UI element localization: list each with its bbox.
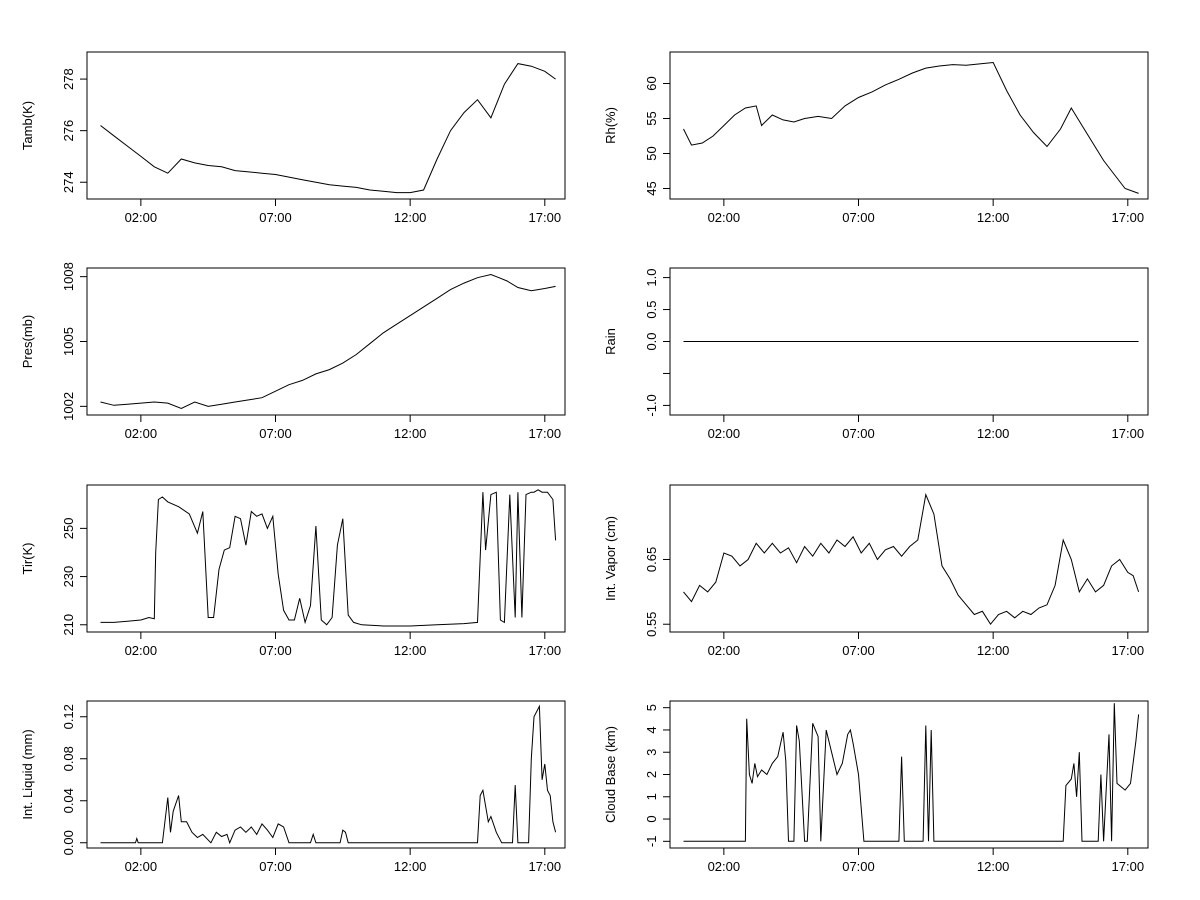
x-tick-label: 07:00 xyxy=(259,643,292,658)
x-tick-label: 17:00 xyxy=(529,643,562,658)
x-tick-label: 02:00 xyxy=(125,426,158,441)
chart-panel-7: 02:00 07:00 12:00 17:00 0.00 0.04 0.08 0.12 Int.… xyxy=(20,700,566,874)
y-tick-label: 0.0 xyxy=(644,332,659,350)
y-axis-label: Int. Vapor (cm) xyxy=(603,516,618,601)
y-tick-label: 1008 xyxy=(61,262,76,291)
y-tick-label: 1.0 xyxy=(644,269,659,287)
series-line xyxy=(683,492,1140,626)
x-tick-label: 17:00 xyxy=(529,859,562,874)
y-tick-label: 250 xyxy=(61,518,76,540)
plot-frame xyxy=(86,267,566,416)
y-tick-label: 1 xyxy=(644,793,659,800)
x-tick-label: 17:00 xyxy=(529,210,562,225)
y-tick-label: 0.5 xyxy=(644,301,659,319)
x-tick-label: 17:00 xyxy=(529,426,562,441)
x-tick-label: 17:00 xyxy=(1112,426,1145,441)
y-tick-label: 230 xyxy=(61,566,76,588)
x-tick-label: 12:00 xyxy=(977,426,1010,441)
y-axis-label: Rh(%) xyxy=(603,107,618,144)
y-tick-label: 210 xyxy=(61,614,76,636)
y-tick-label: 274 xyxy=(61,171,76,193)
plot-frame xyxy=(86,51,566,200)
y-tick-label: 0.04 xyxy=(61,788,76,813)
chart-panel-2: 02:00 07:00 12:00 17:00 45 50 55 60 Rh(%) xyxy=(603,51,1149,225)
y-tick-label: 0.12 xyxy=(61,704,76,729)
y-tick-label: 1002 xyxy=(61,392,76,421)
x-tick-label: 12:00 xyxy=(394,426,427,441)
y-tick-label: 50 xyxy=(644,146,659,160)
x-tick-label: 12:00 xyxy=(977,210,1010,225)
x-tick-label: 17:00 xyxy=(1112,859,1145,874)
x-tick-label: 07:00 xyxy=(842,210,875,225)
x-tick-label: 12:00 xyxy=(977,859,1010,874)
series-line xyxy=(683,703,1140,842)
plot-frame xyxy=(669,700,1149,849)
x-tick-label: 02:00 xyxy=(708,210,741,225)
x-tick-label: 07:00 xyxy=(842,643,875,658)
chart-panel-8: 02:00 07:00 12:00 17:00 -1 0 1 2 3 4 5 Cloud Base (… xyxy=(603,700,1149,874)
x-tick-label: 02:00 xyxy=(125,859,158,874)
plot-frame xyxy=(669,484,1149,633)
y-axis-label: Tamb(K) xyxy=(20,101,35,150)
x-tick-label: 07:00 xyxy=(842,426,875,441)
x-tick-label: 02:00 xyxy=(708,859,741,874)
chart-panel-3: 02:00 07:00 12:00 17:00 1002 1005 1008 Pres(mb) xyxy=(20,262,566,441)
chart-panel-6: 02:00 07:00 12:00 17:00 0.55 0.65 Int. Vapor (… xyxy=(603,484,1149,658)
y-axis-label: Tir(K) xyxy=(20,542,35,574)
series-line xyxy=(683,61,1139,194)
y-tick-label: 4 xyxy=(644,726,659,733)
x-tick-label: 07:00 xyxy=(259,210,292,225)
y-tick-label: 0 xyxy=(644,815,659,822)
y-tick-label: 45 xyxy=(644,181,659,195)
x-tick-label: 12:00 xyxy=(394,210,427,225)
x-tick-label: 17:00 xyxy=(1112,210,1145,225)
chart-panel-4: 02:00 07:00 12:00 17:00 -1.0 0.0 0.5 1.0 Rain xyxy=(603,267,1149,441)
x-tick-label: 02:00 xyxy=(125,643,158,658)
y-axis-label: Int. Liquid (mm) xyxy=(20,729,35,819)
y-tick-label: 1005 xyxy=(61,327,76,356)
series-line xyxy=(100,704,557,845)
y-tick-label: 278 xyxy=(61,68,76,90)
x-tick-label: 02:00 xyxy=(708,426,741,441)
y-tick-label: 55 xyxy=(644,111,659,125)
y-tick-label: 0.55 xyxy=(644,612,659,637)
y-tick-label: 0.65 xyxy=(644,547,659,572)
plot-frame xyxy=(86,484,566,633)
plot-frame xyxy=(86,700,566,849)
y-tick-label: 5 xyxy=(644,704,659,711)
x-tick-label: 07:00 xyxy=(842,859,875,874)
x-tick-label: 12:00 xyxy=(977,643,1010,658)
x-tick-label: 07:00 xyxy=(259,426,292,441)
series-line xyxy=(100,273,556,410)
y-axis-label: Rain xyxy=(603,328,618,355)
y-axis-label: Pres(mb) xyxy=(20,315,35,368)
x-tick-label: 07:00 xyxy=(259,859,292,874)
y-tick-label: 2 xyxy=(644,771,659,778)
x-tick-label: 02:00 xyxy=(125,210,158,225)
x-tick-label: 12:00 xyxy=(394,859,427,874)
chart-panel-1: 02:00 07:00 12:00 17:00 274 276 278 Tamb(K) xyxy=(20,51,566,225)
y-axis-label: Cloud Base (km) xyxy=(603,726,618,823)
series-line xyxy=(100,489,557,627)
y-tick-label: 0.08 xyxy=(61,746,76,771)
y-tick-label: -1.0 xyxy=(644,394,659,416)
chart-panel-5: 02:00 07:00 12:00 17:00 210 230 250 Tir(K) xyxy=(20,484,566,658)
x-tick-label: 12:00 xyxy=(394,643,427,658)
y-tick-label: 60 xyxy=(644,76,659,90)
series-line xyxy=(100,63,556,194)
y-tick-label: -1 xyxy=(644,836,659,848)
y-tick-label: 276 xyxy=(61,120,76,142)
y-tick-label: 3 xyxy=(644,749,659,756)
x-tick-label: 02:00 xyxy=(708,643,741,658)
x-tick-label: 17:00 xyxy=(1112,643,1145,658)
plot-frame xyxy=(669,51,1149,200)
y-tick-label: 0.00 xyxy=(61,830,76,855)
